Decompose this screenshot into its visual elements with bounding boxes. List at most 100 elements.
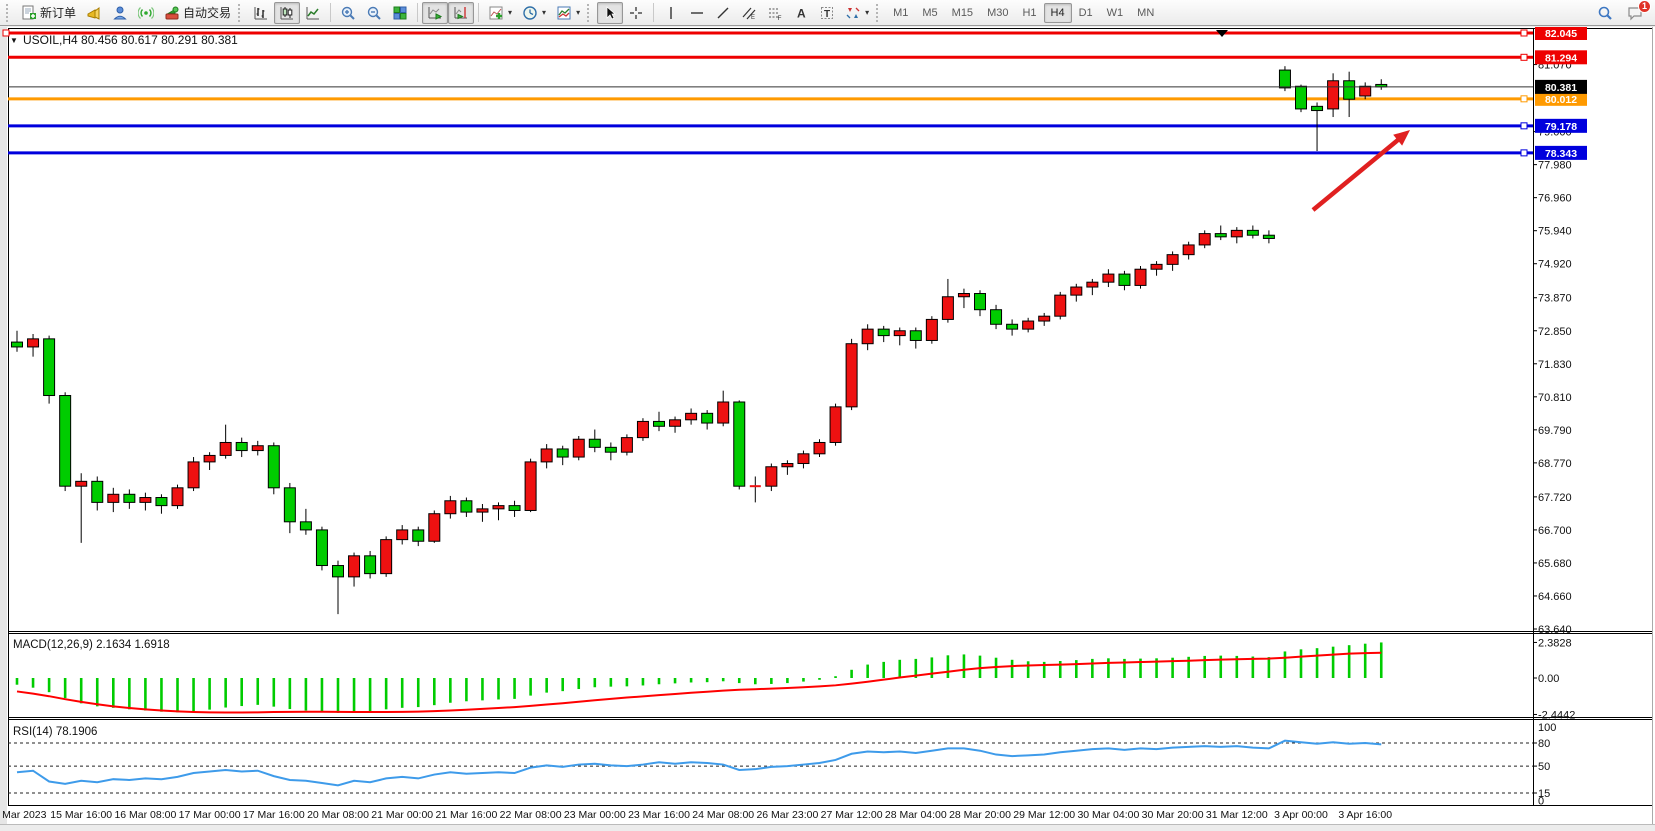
svg-text:63.640: 63.640 [1538,624,1572,636]
svg-text:23 Mar 16:00: 23 Mar 16:00 [628,809,690,821]
zoom-in-button[interactable] [335,2,361,24]
new-order-button[interactable]: 新订单 [16,2,81,24]
svg-text:64.660: 64.660 [1538,591,1572,603]
tile-windows-button[interactable] [387,2,413,24]
text-a-icon: A [793,5,809,21]
candlestick-chart-button[interactable] [274,1,301,24]
hline-79.178[interactable] [8,122,1533,130]
toolbar-separator [417,3,419,22]
timeframe-m30[interactable]: M30 [987,6,1009,19]
chevron-down-icon[interactable]: ▾ [542,7,547,17]
indicators-button[interactable]: ▾ [483,2,517,24]
toolbar-separator [653,3,655,22]
text-label-button[interactable]: T [814,2,840,24]
periods-button[interactable]: ▾ [517,2,551,24]
period-marker-icon [1216,30,1228,37]
signals-button[interactable] [133,2,159,24]
fibo-icon: F [767,5,783,21]
zoom-in-icon [340,5,356,21]
toolbar-grip[interactable] [238,3,243,22]
toolbar-grip[interactable] [876,3,881,22]
auto-scroll-button[interactable] [422,1,449,24]
svg-text:17 Mar 16:00: 17 Mar 16:00 [243,809,305,821]
timeframe-h4[interactable]: H4 [1043,2,1072,23]
svg-text:30 Mar 04:00: 30 Mar 04:00 [1077,809,1139,821]
auto-trading-button[interactable]: 自动交易 [159,2,236,24]
megaphone-button[interactable] [81,2,107,24]
timeframe-w1[interactable]: W1 [1106,6,1124,19]
bar-chart-button[interactable] [248,2,274,24]
candles-series [11,66,1388,615]
timeframe-m15[interactable]: M15 [951,6,974,19]
timeframe-mn[interactable]: MN [1137,6,1155,19]
svg-text:65.680: 65.680 [1538,558,1572,570]
cursor-button[interactable] [597,1,624,24]
toolbar-grip[interactable] [6,3,11,22]
hline-78.343[interactable] [8,149,1533,157]
auto-trading-button-label: 自动交易 [183,6,232,20]
clock-icon [522,5,538,21]
notification-badge: 1 [1638,0,1651,13]
svg-text:17 Mar 00:00: 17 Mar 00:00 [179,809,241,821]
text-t-icon: T [819,5,835,21]
new-order-button-label: 新订单 [40,6,77,20]
svg-text:79.178: 79.178 [1545,121,1577,133]
hline-80.012[interactable] [8,95,1533,103]
svg-text:26 Mar 23:00: 26 Mar 23:00 [756,809,818,821]
horizontal-line-button[interactable] [684,2,710,24]
timeframe-h1[interactable]: H1 [1022,6,1037,19]
equidistant-channel-button[interactable]: E [736,2,762,24]
svg-text:24 Mar 08:00: 24 Mar 08:00 [692,809,754,821]
svg-text:69.790: 69.790 [1538,425,1572,437]
toolbar-grip[interactable] [587,3,592,22]
timeframe-m1[interactable]: M1 [893,6,909,19]
hline-81.294[interactable] [8,53,1533,61]
svg-text:31 Mar 12:00: 31 Mar 12:00 [1206,809,1268,821]
svg-text:21 Mar 00:00: 21 Mar 00:00 [371,809,433,821]
text-button[interactable]: A [788,2,814,24]
trendline-button[interactable] [710,2,736,24]
horizontal-line-objects[interactable] [2,29,1533,157]
chat-button[interactable]: 1 [1623,0,1651,24]
tile-icon [392,5,408,21]
search-button[interactable] [1593,2,1617,24]
chevron-down-icon[interactable]: ▾ [508,7,513,17]
toolbar-separator [478,3,480,22]
chart-shift-button[interactable] [448,1,475,24]
autotrade-icon [164,5,180,21]
crosshair-button[interactable] [623,2,649,24]
trend-arrow-object[interactable] [1311,130,1410,212]
svg-text:80.381: 80.381 [1545,82,1577,94]
new-order-icon [21,5,37,21]
chevron-down-icon[interactable]: ▾ [865,7,870,17]
candles-icon [279,5,295,21]
expert-advisors-button[interactable] [107,2,133,24]
zoom-out-icon [366,5,382,21]
line-chart-button[interactable] [300,2,326,24]
hline-left-handle[interactable] [2,29,10,37]
price-badge-80.381: 80.381 [1535,79,1587,94]
zoom-out-button[interactable] [361,2,387,24]
megaphone-icon [86,5,102,21]
svg-text:21 Mar 16:00: 21 Mar 16:00 [435,809,497,821]
price-axis[interactable]: 81.07079.00077.98076.96075.94074.92073.8… [1533,25,1587,636]
svg-text:20 Mar 08:00: 20 Mar 08:00 [307,809,369,821]
svg-text:3 Apr 16:00: 3 Apr 16:00 [1338,809,1392,821]
chevron-down-icon[interactable]: ▾ [576,7,581,17]
svg-text:27 Mar 12:00: 27 Mar 12:00 [821,809,883,821]
svg-text:71.830: 71.830 [1538,359,1572,371]
channel-icon: E [741,5,757,21]
vertical-line-button[interactable] [658,2,684,24]
svg-text:81.294: 81.294 [1545,52,1577,64]
toolbar-right: 1 [1593,0,1651,24]
svg-text:28 Mar 04:00: 28 Mar 04:00 [885,809,947,821]
hline-82.045[interactable] [8,29,1533,37]
fibonacci-button[interactable]: F [762,2,788,24]
timeframe-m5[interactable]: M5 [922,6,938,19]
arrows-button[interactable]: ▾ [840,2,874,24]
svg-text:74.920: 74.920 [1538,259,1572,271]
templates-button[interactable]: ▾ [551,2,585,24]
timeframe-d1[interactable]: D1 [1078,6,1093,19]
